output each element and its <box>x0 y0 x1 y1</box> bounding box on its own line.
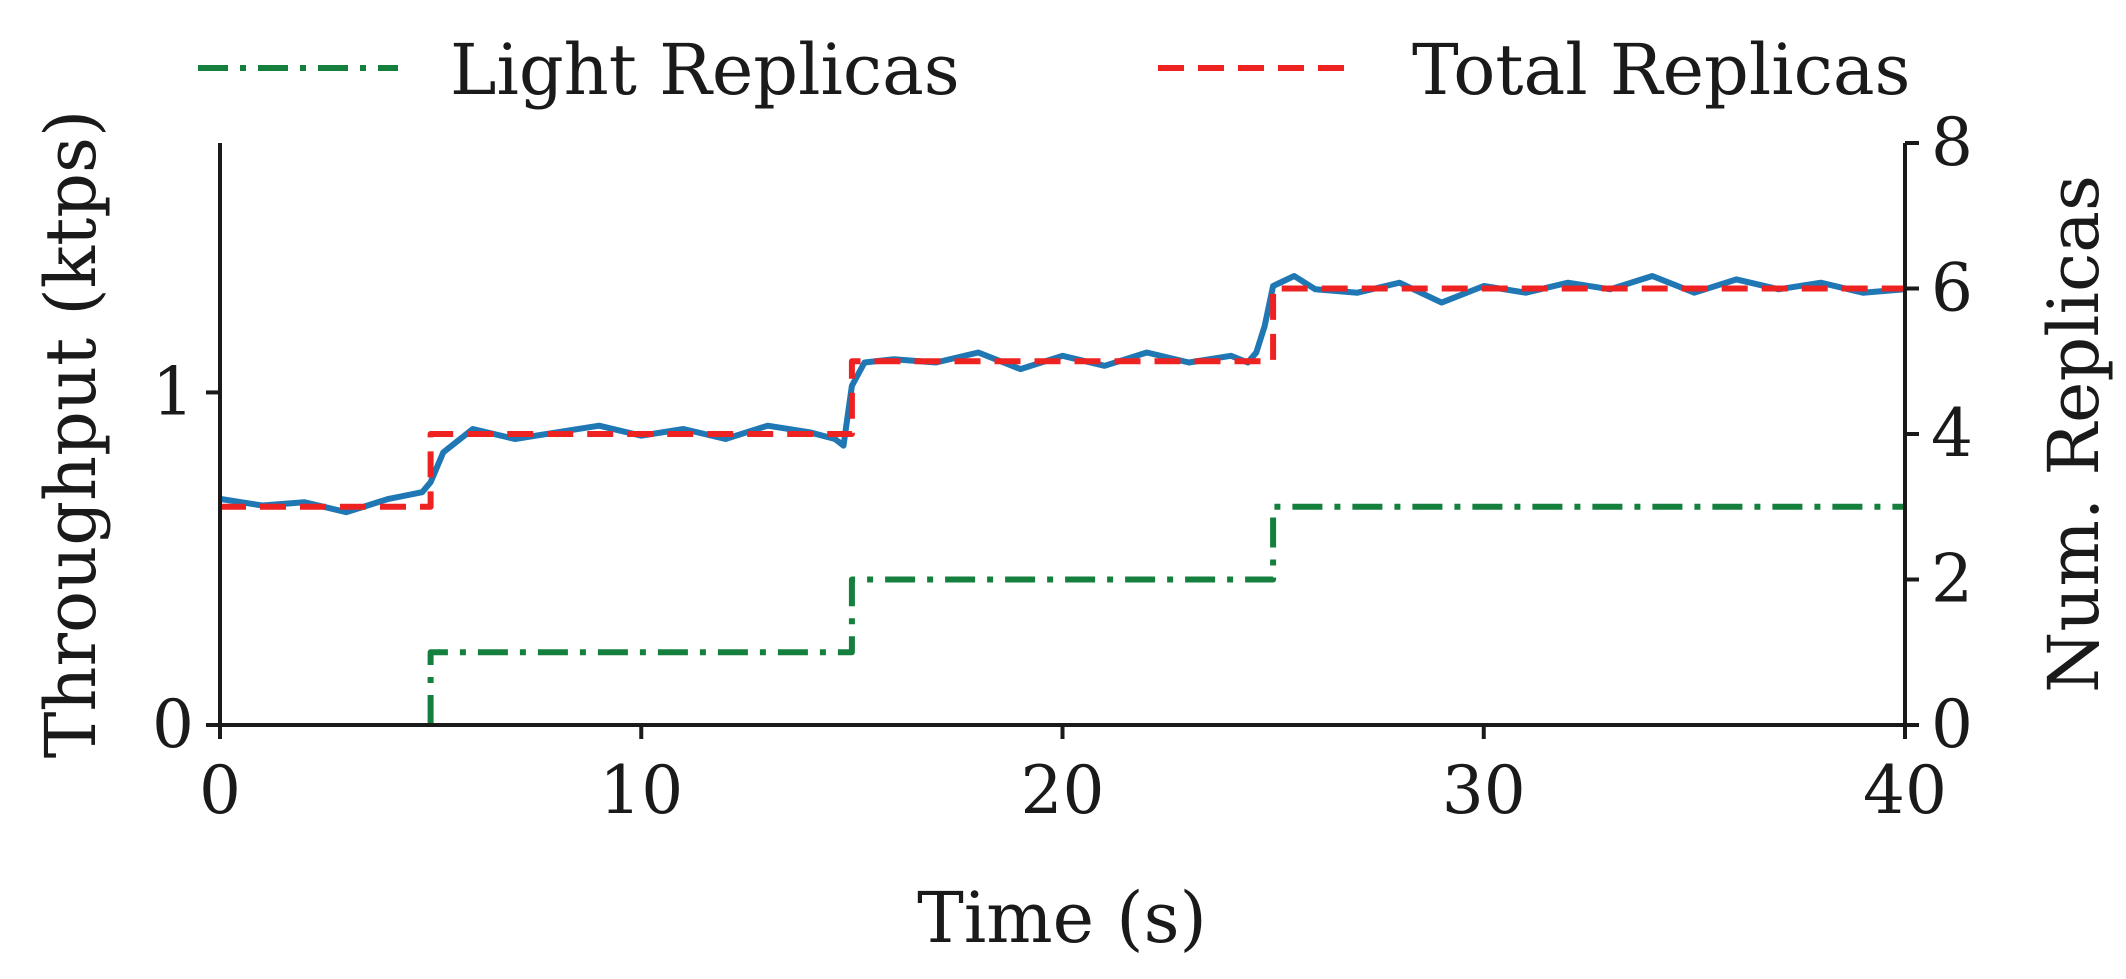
y-left-tick-label: 1 <box>152 353 194 430</box>
y-right-tick-label: 8 <box>1931 104 1973 181</box>
legend-label-total-replicas: Total Replicas <box>1412 29 1910 111</box>
y-left-axis-title: Throughput (ktps) <box>30 110 112 759</box>
y-right-tick-label: 4 <box>1931 395 1973 472</box>
x-tick-label: 40 <box>1863 752 1947 829</box>
y-left-tick-label: 0 <box>152 686 194 763</box>
series-line-total-replicas <box>220 285 1905 510</box>
series-line-throughput <box>219 273 1906 516</box>
legend: Light Replicas Total Replicas <box>198 29 1910 111</box>
x-axis-title: Time (s) <box>917 877 1207 959</box>
y-right-axis-title: Num. Replicas <box>2033 175 2115 693</box>
y-right-tick-label: 6 <box>1931 250 1973 327</box>
series-line-light-replicas <box>427 503 1905 725</box>
x-tick-label: 20 <box>1021 752 1105 829</box>
legend-label-light-replicas: Light Replicas <box>450 29 960 111</box>
series-layer <box>219 273 1906 725</box>
x-tick-label: 10 <box>599 752 683 829</box>
y-right-tick-label: 0 <box>1931 686 1973 763</box>
x-tick-label: 0 <box>199 752 241 829</box>
y-right-tick-label: 2 <box>1931 541 1973 618</box>
x-tick-label: 30 <box>1442 752 1526 829</box>
